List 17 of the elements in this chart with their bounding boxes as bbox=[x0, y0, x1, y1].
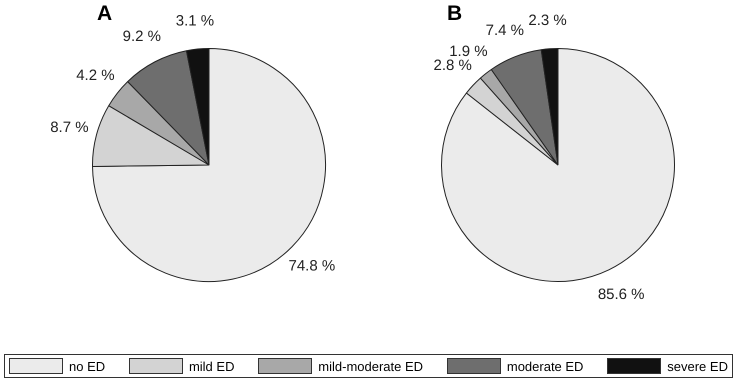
data-label: 85.6 % bbox=[598, 286, 645, 304]
data-label: 4.2 % bbox=[76, 66, 115, 84]
data-label: 7.4 % bbox=[486, 22, 524, 39]
data-label: 8.7 % bbox=[50, 118, 89, 136]
legend-label: mild-moderate ED bbox=[318, 358, 424, 374]
data-label: 1.9 % bbox=[449, 42, 488, 60]
data-label: 9.2 % bbox=[122, 28, 161, 46]
chart-title: B bbox=[447, 2, 462, 26]
legend-label: mild ED bbox=[188, 358, 234, 374]
data-label: 74.8 % bbox=[288, 258, 336, 275]
legend-label: no ED bbox=[69, 358, 106, 374]
chart-title: A bbox=[97, 2, 112, 26]
data-label: 2.3 % bbox=[528, 12, 567, 30]
legend-label: severe ED bbox=[667, 358, 728, 374]
data-label: 2.8 % bbox=[433, 57, 472, 74]
legend-label: moderate ED bbox=[506, 358, 584, 374]
data-label: 3.1 % bbox=[176, 12, 214, 30]
